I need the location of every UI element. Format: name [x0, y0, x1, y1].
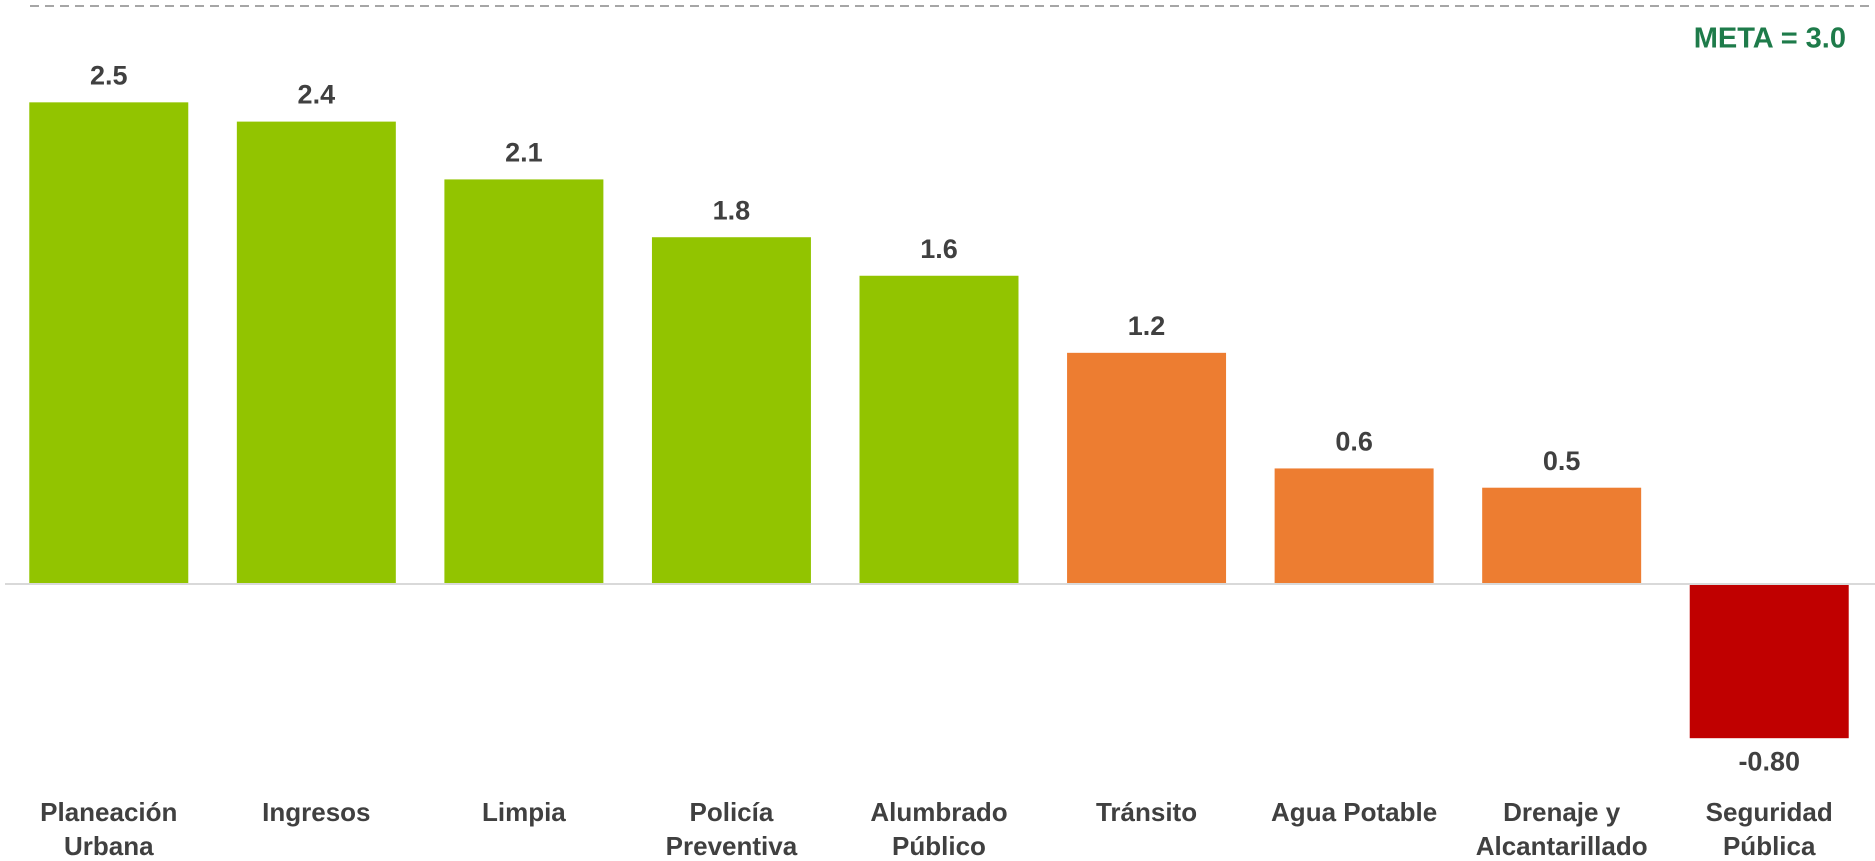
bar	[236, 121, 396, 585]
x-tick-label: Alumbrado Público	[870, 797, 1008, 861]
value-label: 1.8	[713, 195, 751, 225]
bar	[29, 102, 189, 585]
bar	[1274, 468, 1434, 585]
x-tick-label: Limpia	[481, 797, 566, 827]
bar	[859, 275, 1019, 585]
bar	[1482, 487, 1642, 585]
bar	[651, 237, 811, 585]
value-label: -0.80	[1738, 746, 1800, 776]
bar	[444, 179, 604, 585]
value-label: 0.5	[1543, 446, 1581, 476]
x-tick-label: Drenaje y Alcantarillado	[1475, 797, 1648, 861]
x-tick-label: Policía Preventiva	[665, 797, 798, 861]
value-label: 2.4	[298, 80, 336, 110]
x-tick-label: Agua Potable	[1271, 797, 1438, 827]
x-tick-label: Seguridad Pública	[1705, 797, 1833, 861]
value-label: 2.5	[90, 60, 128, 90]
target-label: META = 3.0	[1694, 23, 1846, 55]
x-tick-label: Planeación Urbana	[40, 797, 178, 861]
bar	[1067, 352, 1227, 585]
bar	[1689, 584, 1849, 739]
x-tick-label: Ingresos	[262, 797, 371, 827]
x-tick-label: Tránsito	[1095, 797, 1198, 827]
value-label: 1.2	[1128, 311, 1166, 341]
value-label: 2.1	[505, 138, 543, 168]
value-label: 1.6	[920, 234, 958, 264]
value-label: 0.6	[1335, 427, 1373, 457]
